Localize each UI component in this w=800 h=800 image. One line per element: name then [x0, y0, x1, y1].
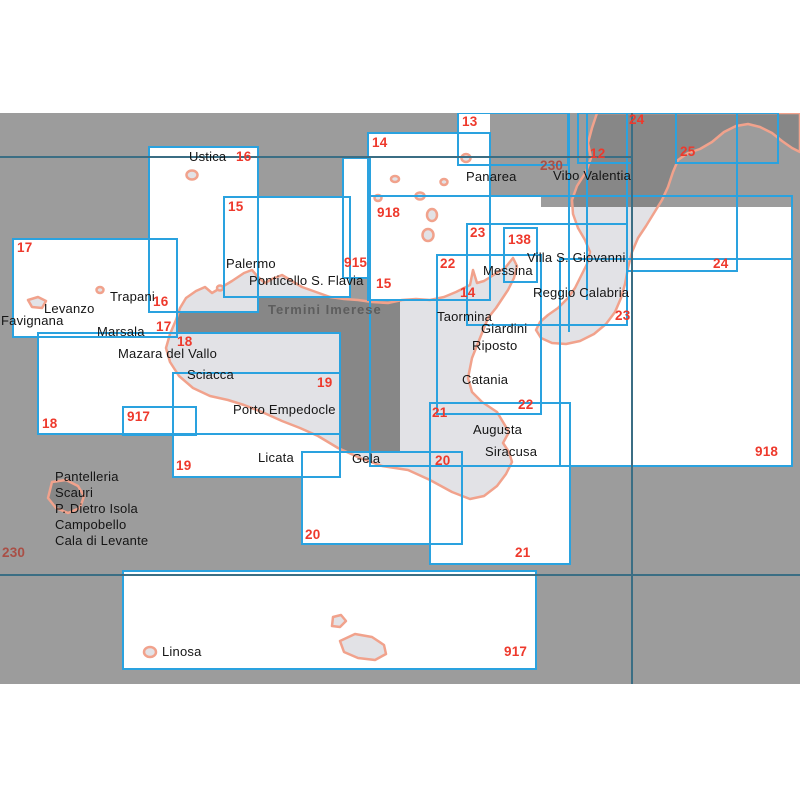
chart-box-16[interactable] [148, 146, 259, 313]
chart-16-b-label: 16 [153, 294, 169, 309]
chart-box-138[interactable] [503, 227, 538, 283]
place-messina-label: Messina [483, 263, 533, 278]
chart-917-a-label: 917 [127, 409, 151, 424]
chart-18-a-label: 18 [177, 334, 193, 349]
chart-box-22[interactable] [436, 254, 542, 415]
place-levanzo-label: Levanzo [44, 301, 95, 316]
chart-15-b-label: 15 [376, 276, 392, 291]
place-catania-label: Catania [462, 372, 509, 387]
chart-17-b-label: 17 [156, 319, 172, 334]
place-augusta-label: Augusta [473, 422, 523, 437]
place-pantelleria-label: Pantelleria [55, 469, 119, 484]
chart-25-label: 25 [680, 144, 696, 159]
chart-18-b-label: 18 [42, 416, 58, 431]
place-gela-label: Gela [352, 451, 381, 466]
chart-box-19[interactable] [172, 372, 341, 478]
place-taormina-label: Taormina [437, 309, 493, 324]
place-vibo-valentia-label: Vibo Valentia [553, 168, 632, 183]
chart-box-917-linosa[interactable] [122, 570, 537, 670]
place-favignana-label: Favignana [1, 313, 64, 328]
place-giardini-label: Giardini [481, 321, 528, 336]
place-trapani-label: Trapani [110, 289, 155, 304]
place-siracusa-label: Siracusa [485, 444, 538, 459]
chart-17-a-label: 17 [17, 240, 33, 255]
chart-box-17[interactable] [12, 238, 178, 338]
chart-21-a-label: 21 [432, 405, 448, 420]
chart-918-b-label: 918 [755, 444, 779, 459]
chart-917-b-label: 917 [504, 644, 528, 659]
island-pantelleria [46, 478, 86, 515]
chart-14-b-label: 14 [460, 285, 476, 300]
place-palermo-label: Palermo [226, 256, 276, 271]
place-marsala-label: Marsala [97, 324, 145, 339]
place-panarea-label: Panarea [466, 169, 517, 184]
chart-20-a-label: 20 [435, 453, 451, 468]
chart-21-b-label: 21 [515, 545, 531, 560]
chart-box-917-small[interactable] [122, 406, 197, 436]
chart-box-24-wide[interactable] [559, 258, 793, 467]
chart-19-a-label: 19 [317, 375, 333, 390]
chart-22-b-label: 22 [518, 397, 534, 412]
chart-boxes [12, 113, 793, 670]
chart-23-b-label: 23 [615, 308, 631, 323]
place-villa-s-giovanni-label: Villa S. Giovanni [527, 250, 626, 265]
place-p-dietro-isola-label: P. Dietro Isola [55, 501, 138, 516]
chart-box-25[interactable] [675, 113, 779, 164]
chart-15-a-label: 15 [228, 199, 244, 214]
chart-box-20[interactable] [301, 451, 463, 545]
chart-box-14[interactable] [367, 132, 491, 301]
place-licata-label: Licata [258, 450, 294, 465]
chart-16-a-label: 16 [236, 149, 252, 164]
place-mazara-label: Mazara del Vallo [118, 346, 218, 361]
place-reggio-calabria-label: Reggio Calabria [533, 285, 630, 300]
chart-915-label: 915 [344, 255, 368, 270]
chart-138-label: 138 [508, 232, 532, 247]
place-scauri-label: Scauri [55, 485, 94, 500]
place-porto-empedocle-label: Porto Empedocle [233, 402, 336, 417]
chart-box-21[interactable] [429, 402, 571, 565]
chart-24-a-label: 24 [629, 112, 645, 127]
chart-14-a-label: 14 [372, 135, 388, 150]
place-ustica-label: Ustica [189, 149, 227, 164]
chart-index-map [0, 113, 800, 684]
chart-box-23[interactable] [466, 223, 628, 326]
chart-24-b-label: 24 [713, 256, 729, 271]
place-linosa-label: Linosa [162, 644, 202, 659]
chart-23-a-label: 23 [470, 225, 486, 240]
place-cala-di-levante-label: Cala di Levante [55, 533, 149, 548]
place-termini-label: Termini Imerese [268, 302, 382, 317]
chart-20-b-label: 20 [305, 527, 321, 542]
chart-box-15[interactable] [223, 196, 351, 298]
place-campobello-label: Campobello [55, 517, 127, 532]
chart-13-label: 13 [462, 114, 478, 129]
chart-12-label: 12 [590, 146, 606, 161]
place-riposto-label: Riposto [472, 338, 518, 353]
general-chart-230-lines [0, 113, 800, 684]
chart-19-b-label: 19 [176, 458, 192, 473]
chart-22-a-label: 22 [440, 256, 456, 271]
chart-box-24-narrow[interactable] [626, 113, 738, 272]
chart-918-a-label: 918 [377, 205, 401, 220]
place-sciacca-label: Sciacca [187, 367, 234, 382]
chart-230-b-label: 230 [2, 545, 26, 560]
place-ponticello-label: Ponticello S. Flavia [249, 273, 364, 288]
chart-230-a-label: 230 [540, 158, 564, 173]
